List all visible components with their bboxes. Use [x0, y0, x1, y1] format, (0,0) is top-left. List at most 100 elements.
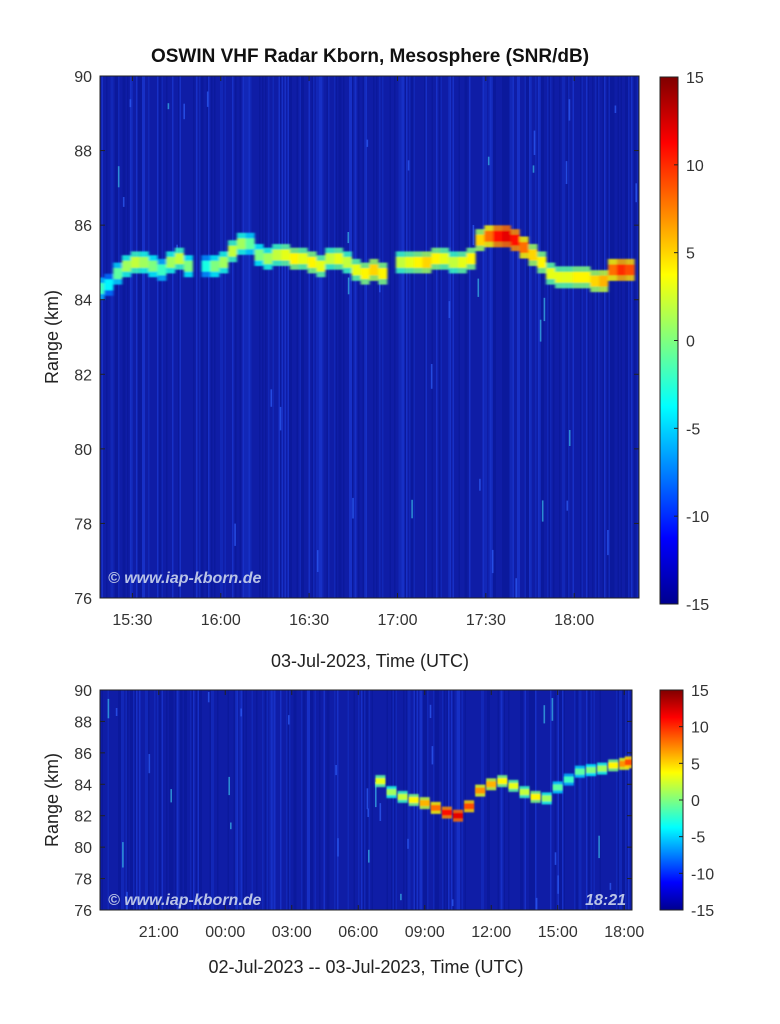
noise-stripe [628, 690, 630, 910]
echo-cell [597, 765, 608, 772]
noise-stripe [211, 690, 213, 910]
echo-cell [183, 260, 193, 272]
noise-stripe [557, 690, 559, 910]
noise-stripe [562, 76, 564, 598]
noise-speckle [122, 197, 125, 207]
noise-stripe [338, 76, 340, 598]
noise-stripe [323, 690, 325, 910]
noise-stripe [157, 690, 159, 910]
noise-stripe [251, 690, 253, 910]
noise-stripe [160, 76, 162, 598]
colorbar-tick-label: 15 [686, 70, 704, 87]
y-tick-label: 76 [74, 591, 92, 608]
echo-cell [325, 253, 335, 265]
noise-stripe [433, 690, 435, 910]
noise-stripe [161, 690, 163, 910]
echo-cell [616, 264, 626, 276]
echo-cell [113, 268, 123, 280]
noise-stripe [200, 690, 202, 910]
echo-cell [563, 776, 574, 783]
noise-stripe [458, 690, 460, 910]
noise-speckle [429, 704, 432, 718]
noise-stripe [559, 690, 561, 910]
noise-stripe [395, 690, 397, 910]
x-tick-label: 15:30 [112, 612, 152, 629]
noise-speckle [228, 776, 230, 796]
noise-speckle [568, 430, 571, 446]
noise-speckle [183, 103, 185, 120]
noise-stripe [616, 690, 618, 910]
noise-stripe [125, 690, 127, 910]
noise-stripe [106, 76, 108, 598]
noise-stripe [503, 76, 505, 598]
noise-stripe [319, 76, 321, 598]
noise-stripe [232, 76, 234, 598]
noise-stripe [272, 690, 274, 910]
noise-speckle [407, 160, 410, 171]
colorbar-tick-label: 0 [691, 793, 700, 810]
noise-stripe [434, 690, 436, 910]
noise-stripe [185, 690, 187, 910]
x-tick-label: 12:00 [471, 924, 511, 941]
colorbar-tick-label: 5 [691, 756, 700, 773]
noise-stripe [281, 76, 283, 598]
noise-stripe [212, 690, 214, 910]
noise-stripe [608, 76, 610, 598]
noise-stripe [488, 690, 490, 910]
y-tick-label: 86 [74, 746, 92, 763]
noise-speckle [375, 781, 377, 808]
echo-cell [599, 275, 609, 287]
noise-stripe [326, 76, 328, 598]
noise-stripe [589, 690, 591, 910]
noise-stripe [308, 76, 310, 598]
echo-cell [148, 260, 158, 272]
noise-stripe [121, 690, 123, 910]
noise-speckle [448, 301, 451, 318]
noise-stripe [158, 690, 160, 910]
noise-stripe [233, 690, 235, 910]
noise-speckle [487, 156, 490, 166]
noise-stripe [586, 76, 588, 598]
noise-speckle [206, 91, 209, 107]
noise-stripe [290, 76, 292, 598]
echo-cell [552, 784, 563, 791]
noise-speckle [167, 103, 170, 110]
noise-speckle [539, 319, 542, 342]
noise-stripe [115, 76, 117, 598]
noise-stripe [326, 690, 328, 910]
echo-cell [541, 795, 552, 802]
noise-stripe [265, 690, 267, 910]
plot-frame [99, 689, 633, 911]
echo-cell [510, 234, 520, 246]
noise-stripe [358, 690, 360, 910]
noise-speckle [532, 165, 535, 173]
echo-layer [100, 225, 635, 300]
echo-cell [624, 759, 632, 766]
noise-stripe [296, 76, 298, 598]
echo-cell [298, 253, 308, 265]
echo-cell [484, 230, 494, 242]
noise-stripe [586, 690, 588, 910]
noise-stripe [322, 76, 324, 598]
noise-stripe [634, 76, 636, 598]
noise-stripe [190, 690, 192, 910]
noise-stripe [550, 76, 552, 598]
noise-stripe [211, 76, 213, 598]
echo-cell [422, 256, 432, 268]
noise-stripe [289, 690, 291, 910]
noise-stripe [497, 690, 499, 910]
noise-stripe [244, 76, 246, 598]
noise-stripe [580, 690, 582, 910]
noise-speckle [607, 530, 609, 556]
noise-stripe [245, 76, 247, 598]
echo-cell [281, 249, 291, 261]
noise-speckle [279, 406, 282, 431]
noise-stripe [508, 690, 510, 910]
noise-stripe [311, 690, 313, 910]
y-tick-label: 90 [74, 69, 92, 86]
noise-stripe [440, 76, 442, 598]
noise-speckle [535, 897, 538, 910]
noise-stripe [140, 76, 142, 598]
x-axis: 21:00 00:00 03:00 06:00 09:00 12:00 15:00 18:00 [139, 690, 644, 941]
noise-stripe [568, 76, 570, 598]
